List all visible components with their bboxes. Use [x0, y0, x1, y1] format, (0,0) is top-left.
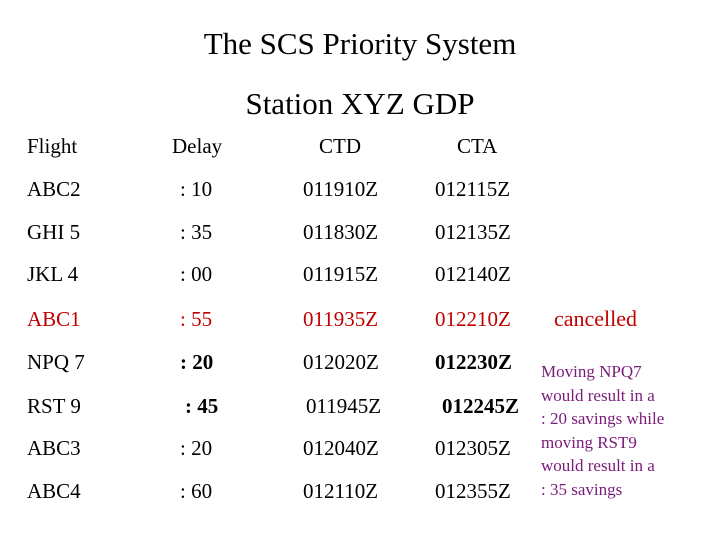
note-line: moving RST9	[541, 432, 637, 452]
cell-cta: 012140Z	[435, 262, 511, 286]
note-line: : 35 savings	[541, 479, 623, 499]
cell-ctd: 011830Z	[303, 220, 379, 244]
cell-delay: : 55	[180, 307, 213, 331]
note-line: : 20 savings while	[541, 409, 665, 428]
cell-cta: 012115Z	[435, 177, 511, 201]
cell-ctd: 012110Z	[303, 479, 379, 503]
note-line: would result in a	[541, 385, 655, 405]
cell-flight: ABC1	[27, 307, 81, 331]
cell-delay: : 20	[180, 436, 213, 460]
cell-delay: : 60	[180, 479, 213, 503]
cell-ctd: 012020Z	[303, 350, 379, 374]
cell-delay: : 45	[185, 394, 219, 418]
cell-cta: 012210Z	[435, 307, 511, 331]
cell-flight: ABC3	[27, 436, 81, 460]
header-flight: Flight	[27, 134, 78, 158]
cell-delay: : 20	[180, 350, 214, 374]
cell-cta: 012245Z	[442, 394, 520, 418]
cancelled-label: cancelled	[554, 306, 638, 331]
note-line: Moving NPQ7	[541, 362, 642, 381]
cell-cta: 012305Z	[435, 436, 511, 460]
cell-cta: 012355Z	[435, 479, 511, 503]
page-subtitle: Station XYZ GDP	[245, 86, 475, 121]
savings-note: Moving NPQ7 would result in a : 20 savin…	[541, 360, 664, 501]
cell-delay: : 10	[180, 177, 213, 201]
cell-ctd: 012040Z	[303, 436, 379, 460]
page-title: The SCS Priority System	[203, 26, 517, 61]
cell-delay: : 00	[180, 262, 213, 286]
cell-delay: : 35	[180, 220, 213, 244]
cell-ctd: 011945Z	[306, 394, 382, 418]
note-line: would result in a	[541, 456, 655, 475]
cell-flight: ABC4	[27, 479, 81, 503]
header-ctd: CTD	[319, 134, 361, 158]
cell-cta: 012230Z	[435, 350, 513, 374]
cell-cta: 012135Z	[435, 220, 511, 244]
header-cta: CTA	[457, 134, 498, 158]
cell-flight: ABC2	[27, 177, 81, 201]
cell-flight: RST 9	[27, 394, 81, 418]
cell-ctd: 011910Z	[303, 177, 379, 201]
cell-ctd: 011915Z	[303, 262, 379, 286]
cell-flight: GHI 5	[27, 220, 81, 244]
cell-ctd: 011935Z	[303, 307, 379, 331]
cell-flight: NPQ 7	[27, 350, 85, 374]
header-delay: Delay	[172, 134, 223, 158]
cell-flight: JKL 4	[27, 262, 79, 286]
